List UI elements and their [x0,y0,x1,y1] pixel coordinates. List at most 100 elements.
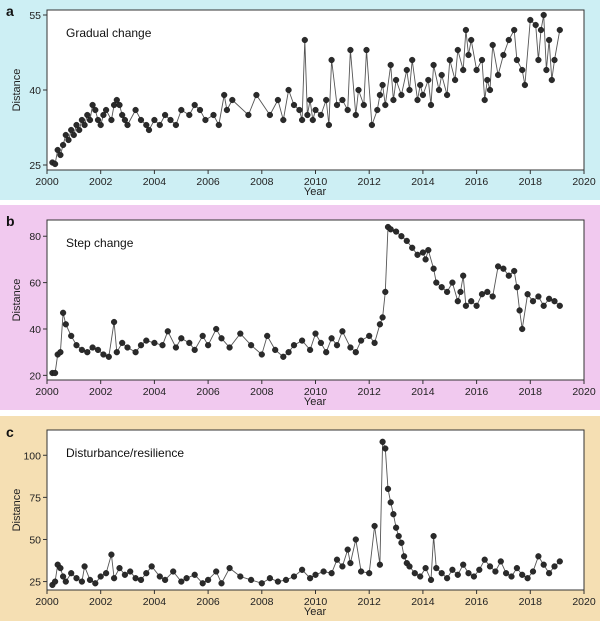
data-point [78,346,86,354]
data-point [51,160,59,168]
data-point [465,51,472,59]
data-point [462,302,470,309]
data-point [312,330,319,337]
data-point [274,96,282,104]
data-point [57,151,64,159]
x-tick-label: 2000 [35,386,59,398]
data-point [143,121,150,129]
x-tick-label: 2010 [304,176,328,188]
data-point [237,573,244,580]
data-point [398,539,405,546]
data-point [411,570,418,577]
data-point [89,101,96,109]
data-point [352,536,359,543]
data-point [529,298,537,305]
data-point [551,563,558,570]
data-point [68,570,75,577]
data-point [116,564,123,572]
data-point [505,272,512,279]
data-point [339,328,346,335]
data-point [395,532,402,540]
data-point [535,553,542,560]
data-point [513,56,521,64]
data-point [272,346,279,354]
data-point [221,91,228,99]
data-point [108,116,115,124]
data-point [390,511,397,518]
data-point [124,121,131,129]
data-point [505,36,512,44]
data-point [425,76,432,84]
data-point [213,568,220,575]
data-point [352,111,359,119]
x-tick-label: 2000 [35,176,59,188]
data-point [113,349,120,356]
panel-c: c Disturbance/resilience Distance Year 2… [0,416,600,621]
data-point [81,563,88,570]
data-point [86,116,94,124]
data-point [57,349,64,356]
data-point [312,571,319,578]
data-point [333,342,341,349]
data-point [454,571,461,578]
data-point [462,26,470,34]
data-point [119,339,126,347]
panel-b-series [49,223,563,377]
y-tick-label: 55 [29,10,41,22]
data-point [57,564,64,572]
data-point [435,86,443,94]
data-point [551,298,558,305]
data-point [347,344,354,351]
data-point [497,558,504,565]
data-point [317,339,325,347]
data-point [406,86,413,94]
panel-c-series [49,438,563,589]
data-point [191,346,198,354]
data-point [312,106,319,114]
y-tick-label: 50 [29,534,41,546]
data-point [379,438,386,445]
data-point [218,335,225,342]
data-point [100,351,107,358]
data-point [202,116,209,124]
data-point [438,71,445,79]
data-point [545,36,553,44]
y-tick-label: 80 [29,231,41,243]
data-point [430,265,437,272]
data-point [540,11,547,19]
data-point [78,116,86,124]
x-tick-label: 2020 [572,176,596,188]
data-point [366,570,373,577]
data-point [290,573,298,580]
data-point [379,314,386,321]
data-point [495,71,502,79]
data-point [535,56,542,64]
data-point [274,578,282,585]
x-tick-label: 2016 [465,386,489,398]
data-point [320,568,327,575]
data-point [382,288,389,296]
panel-b-xlabel: Year [304,396,327,408]
data-point [403,237,410,245]
data-point [333,101,341,109]
data-point [226,564,233,572]
data-point [481,556,488,563]
data-point [290,342,298,349]
data-point [352,349,359,356]
data-point [387,499,394,506]
data-point [132,349,139,356]
data-point [237,330,244,337]
panel-b-ticks: 2000 2002 2004 2006 2008 2010 2012 2014 2016 2018… [29,231,596,398]
data-point [344,106,351,114]
x-tick-label: 2018 [519,596,543,608]
data-point [132,575,139,582]
panel-c-ticks: 2000 2002 2004 2006 2008 2010 2012 2014 2016 2018… [23,450,595,608]
data-point [446,56,453,64]
data-point [100,111,107,119]
data-point [170,568,177,575]
data-point [545,570,553,577]
data-point [527,16,534,24]
y-tick-label: 100 [23,450,41,462]
data-point [438,284,445,291]
data-point [371,522,378,530]
